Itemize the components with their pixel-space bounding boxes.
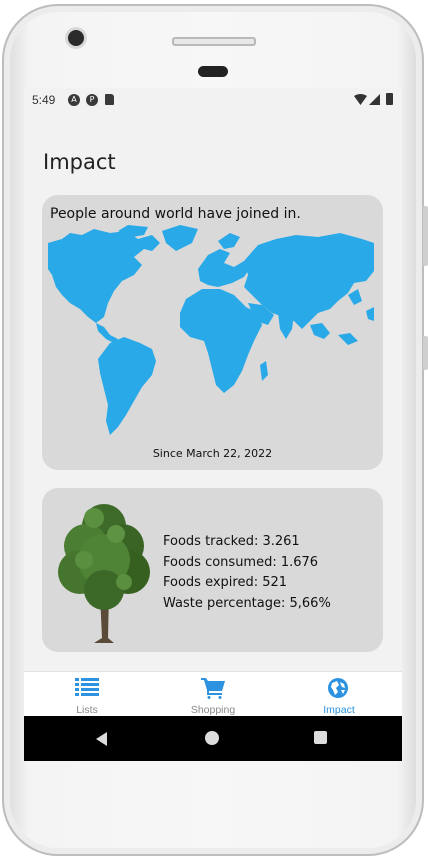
- world-map: [48, 225, 374, 435]
- nav-lists-label: Lists: [76, 704, 98, 716]
- tree-image: [58, 504, 150, 643]
- signal-icon: [369, 94, 380, 105]
- list-icon: [75, 678, 99, 696]
- front-camera: [68, 30, 84, 46]
- proximity-sensor: [198, 66, 228, 77]
- wifi-icon: [354, 94, 367, 105]
- stats-list: Foods tracked: 3.261 Foods consumed: 1.6…: [163, 532, 331, 615]
- world-card-title: People around world have joined in.: [50, 206, 301, 222]
- nav-lists[interactable]: Lists: [24, 672, 150, 717]
- nav-impact[interactable]: Impact: [276, 672, 402, 717]
- cart-icon: [201, 678, 225, 699]
- screen: 5:49 A P Impact People around world have…: [24, 88, 402, 761]
- a-icon: A: [68, 94, 80, 106]
- since-date: Since March 22, 2022: [152, 447, 273, 460]
- speaker-grille: [172, 37, 256, 46]
- status-bar: 5:49 A P: [24, 88, 402, 112]
- power-button: [423, 336, 428, 370]
- recents-icon[interactable]: [314, 731, 327, 744]
- nav-shopping[interactable]: Shopping: [150, 672, 276, 717]
- stat-foods-expired: Foods expired: 521: [163, 575, 288, 591]
- bottom-nav: Lists Shopping Impact: [24, 671, 402, 717]
- battery-icon: [386, 93, 393, 105]
- stat-waste-percentage: Waste percentage: 5,66%: [163, 596, 331, 612]
- globe-icon: [328, 678, 348, 698]
- page-title: Impact: [43, 150, 116, 174]
- nav-shopping-label: Shopping: [190, 704, 236, 716]
- world-card: People around world have joined in.: [42, 195, 383, 470]
- system-nav-bar: [24, 716, 402, 761]
- sim-icon: [105, 94, 114, 105]
- p-icon: P: [86, 94, 98, 106]
- stats-card: Foods tracked: 3.261 Foods consumed: 1.6…: [42, 488, 383, 652]
- status-time: 5:49: [32, 93, 56, 107]
- nav-impact-label: Impact: [323, 704, 355, 716]
- volume-button: [423, 206, 428, 266]
- stat-foods-consumed: Foods consumed: 1.676: [163, 554, 319, 570]
- home-icon[interactable]: [205, 731, 219, 745]
- stat-foods-tracked: Foods tracked: 3.261: [163, 534, 300, 549]
- back-icon[interactable]: [96, 732, 107, 746]
